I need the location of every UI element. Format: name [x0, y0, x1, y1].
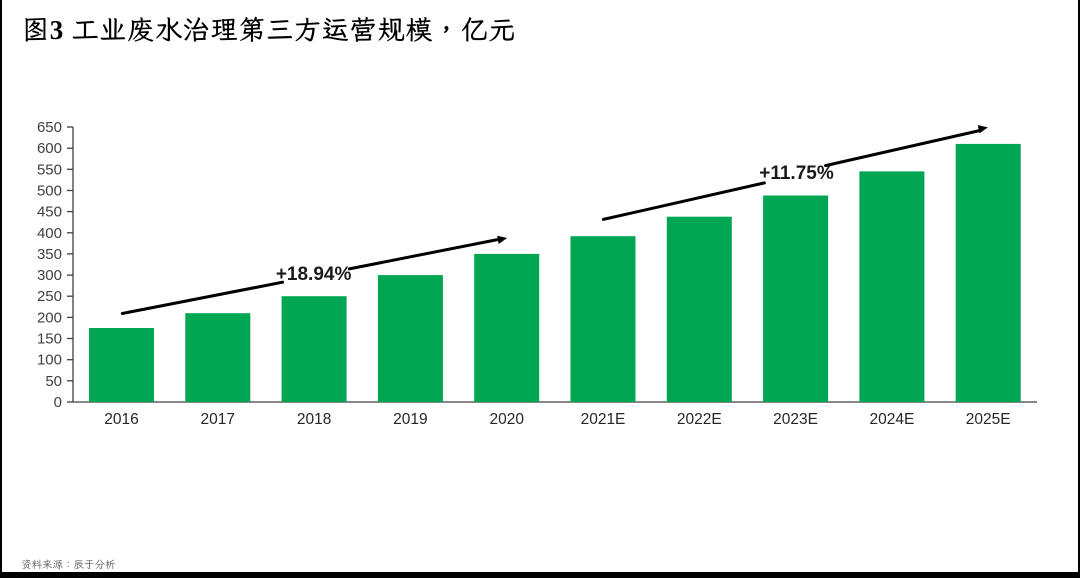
svg-text:2021E: 2021E [581, 411, 626, 428]
svg-text:250: 250 [37, 288, 62, 305]
svg-text:50: 50 [45, 373, 62, 390]
svg-text:2020: 2020 [489, 411, 524, 428]
svg-text:300: 300 [37, 267, 62, 284]
svg-text:550: 550 [37, 161, 62, 178]
svg-text:+18.94%: +18.94% [276, 264, 352, 285]
svg-text:200: 200 [37, 309, 62, 326]
svg-text:2023E: 2023E [773, 411, 818, 428]
svg-text:500: 500 [37, 183, 62, 200]
svg-text:2016: 2016 [104, 411, 138, 428]
svg-text:2025E: 2025E [966, 411, 1011, 428]
svg-text:350: 350 [37, 246, 62, 263]
svg-text:0: 0 [54, 394, 62, 411]
svg-text:600: 600 [37, 140, 62, 157]
svg-text:2018: 2018 [297, 411, 331, 428]
svg-text:150: 150 [37, 331, 62, 348]
svg-text:+11.75%: +11.75% [759, 163, 834, 184]
svg-text:100: 100 [37, 352, 62, 369]
svg-text:400: 400 [37, 225, 62, 242]
svg-text:2022E: 2022E [677, 411, 722, 428]
svg-text:2024E: 2024E [869, 411, 914, 428]
svg-text:2019: 2019 [393, 411, 427, 428]
svg-text:2017: 2017 [201, 411, 235, 428]
svg-text:650: 650 [37, 119, 62, 136]
svg-text:450: 450 [37, 204, 62, 221]
